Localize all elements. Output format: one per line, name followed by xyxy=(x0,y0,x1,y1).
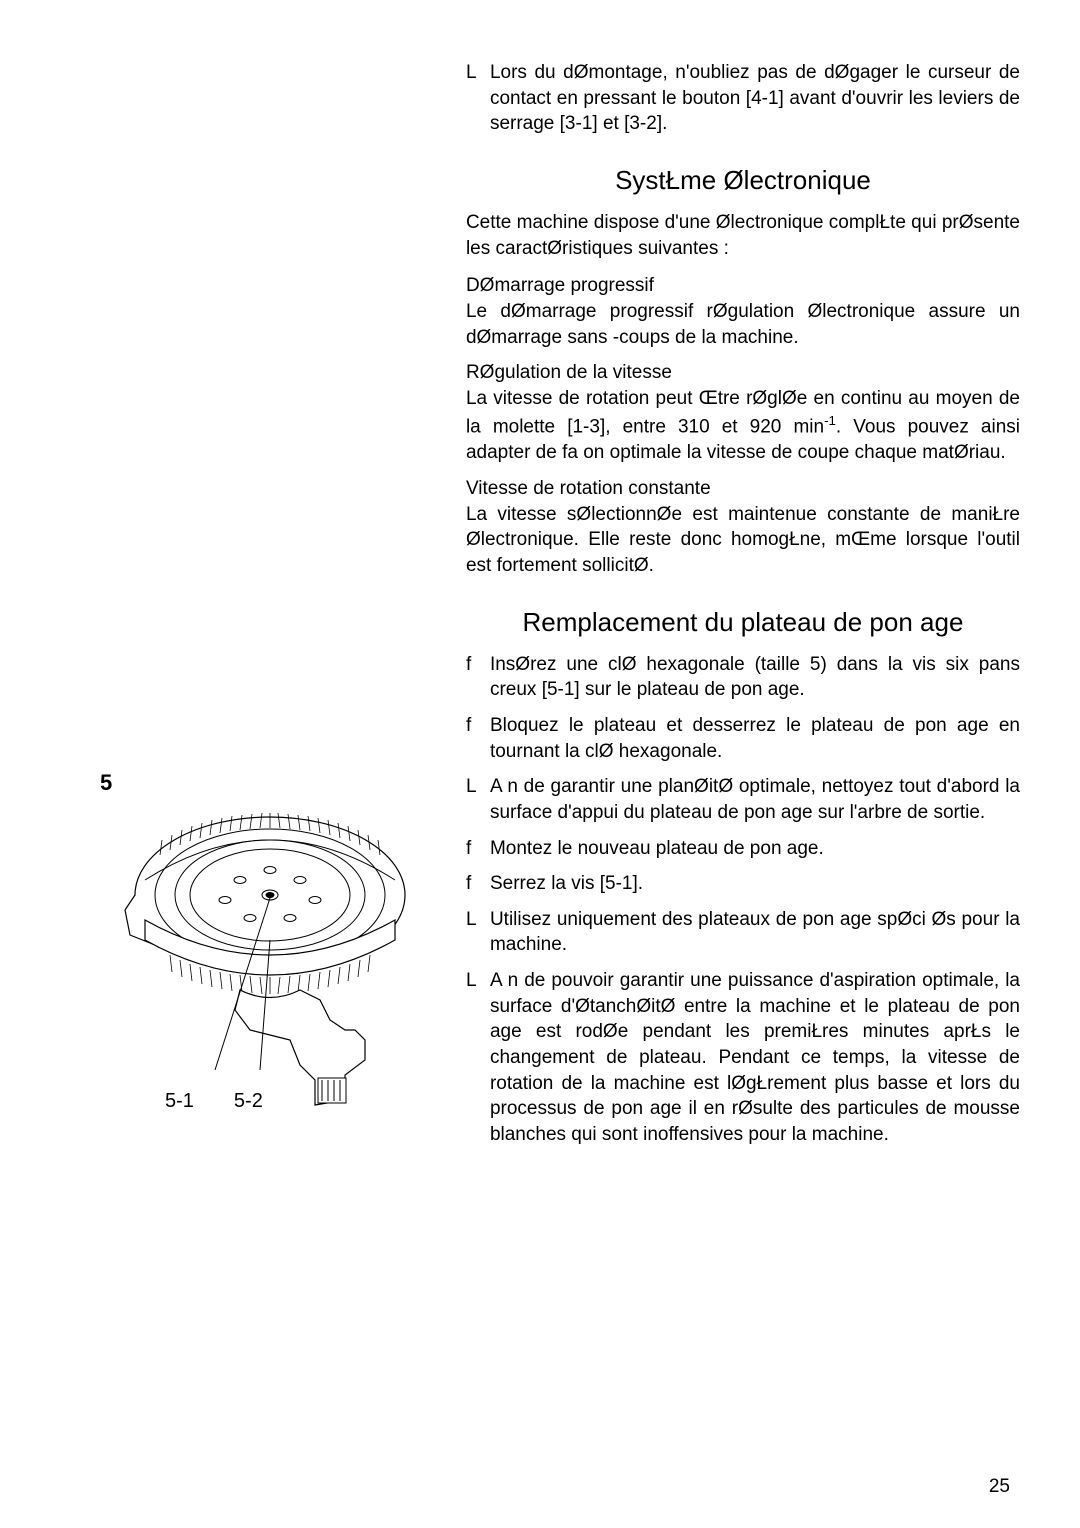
replace-list: f InsØrez une clØ hexagonale (taille 5) … xyxy=(466,652,1020,1148)
figure-illustration xyxy=(120,780,420,1110)
figure-number: 5 xyxy=(100,770,112,796)
body-softstart: Le dØmarrage progressif rØgulation Ølect… xyxy=(466,299,1020,350)
item-marker: f xyxy=(466,836,490,862)
item-marker: L xyxy=(466,907,490,958)
list-item: L A n de pouvoir garantir une puissance … xyxy=(466,968,1020,1147)
figure-label-1: 5-1 xyxy=(165,1090,194,1113)
item-text: Utilisez uniquement des plateaux de pon … xyxy=(490,907,1020,958)
item-marker: L xyxy=(466,774,490,825)
body-speed: La vitesse de rotation peut Œtre rØglØe … xyxy=(466,386,1020,465)
section-electronics-heading: SystŁme Ølectronique xyxy=(466,165,1020,196)
list-item: f Serrez la vis [5-1]. xyxy=(466,871,1020,897)
item-marker: f xyxy=(466,652,490,703)
section-replace-heading: Remplacement du plateau de pon age xyxy=(466,607,1020,638)
page-number: 25 xyxy=(989,1476,1010,1498)
item-text: Serrez la vis [5-1]. xyxy=(490,871,1020,897)
item-marker: f xyxy=(466,871,490,897)
body-speed-sup: -1 xyxy=(824,413,836,428)
list-item: f InsØrez une clØ hexagonale (taille 5) … xyxy=(466,652,1020,703)
subhead-speed: RØgulation de la vitesse xyxy=(466,362,1020,384)
body-constant: La vitesse sØlectionnØe est maintenue co… xyxy=(466,502,1020,579)
item-text: A n de garantir une planØitØ optimale, n… xyxy=(490,774,1020,825)
subhead-constant: Vitesse de rotation constante xyxy=(466,478,1020,500)
item-marker: L xyxy=(466,968,490,1147)
item-text: Montez le nouveau plateau de pon age. xyxy=(490,836,1020,862)
subhead-softstart: DØmarrage progressif xyxy=(466,275,1020,297)
list-item: f Montez le nouveau plateau de pon age. xyxy=(466,836,1020,862)
item-text: InsØrez une clØ hexagonale (taille 5) da… xyxy=(490,652,1020,703)
figure-labels: 5-1 5-2 xyxy=(165,1090,263,1113)
list-item: f Bloquez le plateau et desserrez le pla… xyxy=(466,713,1020,764)
list-item: L A n de garantir une planØitØ optimale,… xyxy=(466,774,1020,825)
intro-note: L Lors du dØmontage, n'oubliez pas de dØ… xyxy=(466,60,1020,137)
item-text: A n de pouvoir garantir une puissance d'… xyxy=(490,968,1020,1147)
note-marker: L xyxy=(466,60,490,137)
left-column: 5 xyxy=(60,60,436,1158)
intro-text: Lors du dØmontage, n'oubliez pas de dØga… xyxy=(490,60,1020,137)
figure-label-2: 5-2 xyxy=(234,1090,263,1113)
item-text: Bloquez le plateau et desserrez le plate… xyxy=(490,713,1020,764)
section-electronics-intro: Cette machine dispose d'une Ølectronique… xyxy=(466,210,1020,261)
list-item: L Utilisez uniquement des plateaux de po… xyxy=(466,907,1020,958)
right-column: L Lors du dØmontage, n'oubliez pas de dØ… xyxy=(466,60,1020,1158)
item-marker: f xyxy=(466,713,490,764)
